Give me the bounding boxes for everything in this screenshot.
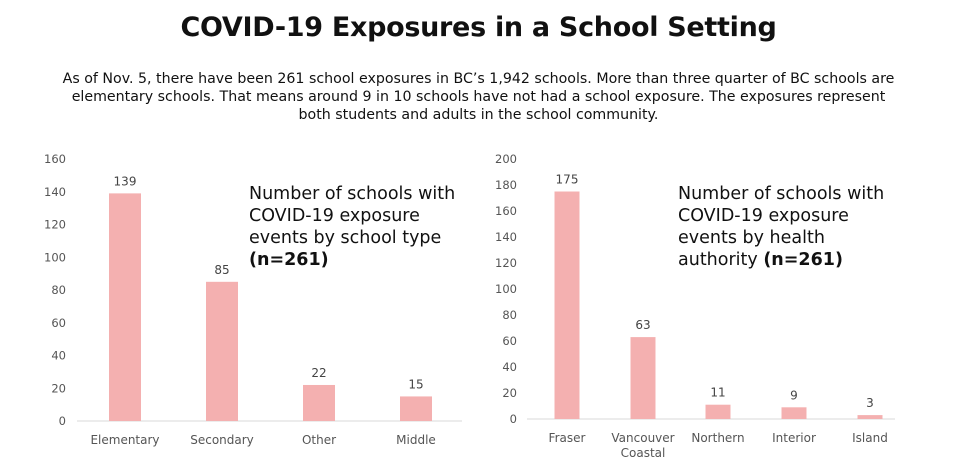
category-label: Coastal	[621, 446, 666, 460]
y-tick-label: 80	[51, 283, 66, 297]
caption-line: Number of schools with	[249, 184, 456, 204]
y-tick-label: 120	[495, 256, 517, 270]
caption-line: events by school type	[249, 228, 442, 248]
y-tick-label: 0	[59, 414, 66, 428]
category-label: Fraser	[549, 431, 586, 445]
caption-n: (n=261)	[249, 250, 329, 270]
data-label: 15	[408, 377, 423, 391]
data-label: 11	[710, 386, 725, 400]
y-tick-label: 160	[495, 204, 517, 218]
y-tick-label: 40	[502, 360, 517, 374]
category-label: Vancouver	[611, 431, 674, 445]
y-tick-label: 0	[510, 412, 517, 426]
caption-line: authority	[678, 250, 764, 270]
category-label: Northern	[691, 431, 744, 445]
y-tick-label: 40	[51, 349, 66, 363]
data-label: 85	[214, 263, 229, 277]
caption-line: events by health	[678, 228, 825, 248]
category-label: Interior	[772, 431, 816, 445]
intro-line: both students and adults in the school c…	[298, 107, 659, 123]
data-label: 22	[311, 366, 326, 380]
y-tick-label: 140	[44, 185, 66, 199]
y-tick-label: 80	[502, 308, 517, 322]
y-tick-label: 160	[44, 152, 66, 166]
data-label: 3	[866, 396, 874, 410]
data-label: 175	[556, 173, 579, 187]
y-tick-label: 100	[44, 250, 66, 264]
y-tick-label: 100	[495, 282, 517, 296]
intro-line: As of Nov. 5, there have been 261 school…	[62, 71, 895, 87]
category-label: Other	[302, 433, 336, 447]
y-tick-label: 140	[495, 230, 517, 244]
bar	[400, 396, 432, 421]
y-tick-label: 60	[502, 334, 517, 348]
health-authority-caption: Number of schools with COVID-19 exposure…	[678, 183, 884, 271]
y-tick-label: 200	[495, 152, 517, 166]
page-title: COVID-19 Exposures in a School Setting	[180, 12, 777, 43]
y-tick-label: 60	[51, 316, 66, 330]
caption-line: COVID-19 exposure	[249, 206, 420, 226]
category-label: Island	[852, 431, 888, 445]
bar	[705, 404, 731, 419]
caption-n: (n=261)	[763, 250, 843, 270]
bar	[206, 281, 238, 421]
data-label: 139	[114, 174, 137, 188]
y-tick-label: 180	[495, 178, 517, 192]
school-type-caption: Number of schools with COVID-19 exposure…	[249, 183, 455, 271]
category-label: Elementary	[90, 433, 159, 447]
bar	[303, 384, 335, 421]
school-type-chart: 0 20 40 60 80 100 120 140 160 139 Elementary 85 Seco…	[44, 152, 462, 447]
category-label: Secondary	[190, 433, 254, 447]
data-label: 9	[790, 388, 798, 402]
bar	[857, 415, 883, 419]
caption-line: Number of schools with	[678, 184, 885, 204]
bar	[630, 337, 656, 419]
y-tick-label: 120	[44, 218, 66, 232]
intro-line: elementary schools. That means around 9 …	[71, 89, 886, 105]
bar	[781, 407, 807, 419]
bar	[554, 191, 580, 419]
caption-line: COVID-19 exposure	[678, 206, 849, 226]
y-tick-label: 20	[502, 386, 517, 400]
data-label: 63	[635, 318, 650, 332]
y-tick-label: 20	[51, 381, 66, 395]
bar	[109, 193, 141, 421]
intro-text: As of Nov. 5, there have been 261 school…	[30, 70, 927, 124]
category-label: Middle	[396, 433, 436, 447]
